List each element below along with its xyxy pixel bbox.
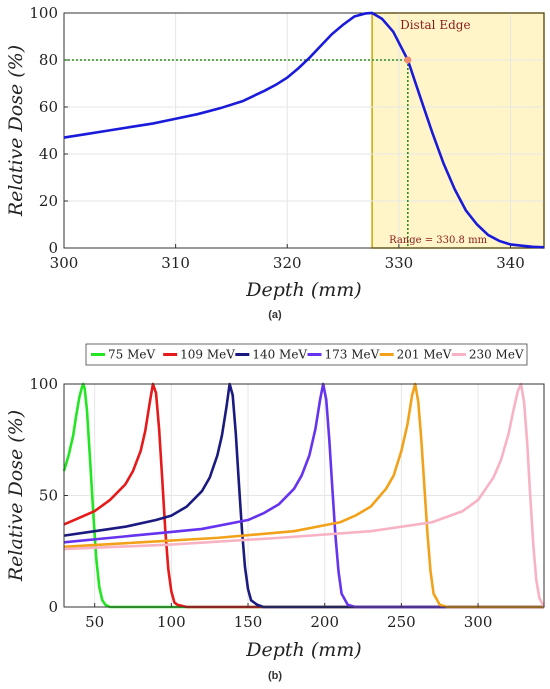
panel-b-y-axis-label: Relative Dose (%) xyxy=(5,410,27,582)
x-tick-label: 250 xyxy=(387,613,416,631)
legend-box xyxy=(85,343,528,366)
legend-label-1: 109 MeV xyxy=(180,348,235,362)
series-line-1 xyxy=(63,382,544,609)
series-line-5 xyxy=(63,382,546,608)
series-line-3 xyxy=(63,382,544,609)
x-tick-label: 100 xyxy=(157,613,186,631)
x-tick-label: 340 xyxy=(496,254,525,272)
panel-a-plot-frame xyxy=(63,12,545,249)
y-tick-label: 0 xyxy=(48,598,58,616)
legend-label-2: 140 MeV xyxy=(252,348,307,362)
range-label: Range = 330.8 mm xyxy=(389,235,488,246)
y-tick-label: 100 xyxy=(29,375,58,393)
panel-a-ticks: 300 310 320 330 340 0 20 40 60 80 100 xyxy=(29,4,524,272)
legend-label-5: 230 MeV xyxy=(469,348,524,362)
dose-curve xyxy=(63,11,545,249)
y-tick-label: 100 xyxy=(29,4,58,22)
x-tick-label: 320 xyxy=(273,254,302,272)
legend-label-4: 201 MeV xyxy=(397,348,452,362)
panel-a-caption: (a) xyxy=(268,309,282,321)
panel-b-x-axis-label: Depth (mm) xyxy=(245,639,361,661)
legend: 75 MeV 109 MeV 140 MeV 173 MeV 201 MeV 230 Me… xyxy=(91,348,524,362)
distal-edge-label: Distal Edge xyxy=(400,18,470,32)
y-tick-label: 50 xyxy=(39,487,58,505)
series-line-0 xyxy=(62,382,544,609)
distal-edge-region xyxy=(371,12,545,249)
panel-b-chart: 75 MeV 109 MeV 140 MeV 173 MeV 201 MeV 230 Me… xyxy=(5,343,546,682)
series-line-2 xyxy=(63,382,544,609)
x-tick-label: 310 xyxy=(161,254,190,272)
y-tick-label: 80 xyxy=(39,51,58,69)
y-tick-label: 0 xyxy=(48,239,58,257)
panel-a-y-axis-label: Relative Dose (%) xyxy=(5,45,27,217)
x-tick-label: 300 xyxy=(50,254,79,272)
panel-b-caption: (b) xyxy=(268,670,282,682)
x-tick-label: 200 xyxy=(310,613,339,631)
panel-a-x-axis-label: Depth (mm) xyxy=(245,279,361,301)
x-tick-label: 150 xyxy=(234,613,263,631)
x-tick-label: 50 xyxy=(85,613,104,631)
legend-label-0: 75 MeV xyxy=(108,348,155,362)
panel-b-series-lines xyxy=(62,382,546,609)
y-tick-label: 40 xyxy=(39,145,58,163)
range-marker-point xyxy=(404,56,412,64)
panel-b-ticks: 50 100 150 200 250 300 0 50 100 xyxy=(29,375,492,631)
x-tick-label: 300 xyxy=(464,613,493,631)
legend-label-3: 173 MeV xyxy=(325,348,380,362)
y-tick-label: 20 xyxy=(39,192,58,210)
x-tick-label: 330 xyxy=(385,254,414,272)
panel-b-grid xyxy=(64,383,544,608)
y-tick-label: 60 xyxy=(39,98,58,116)
series-line-4 xyxy=(63,382,544,609)
